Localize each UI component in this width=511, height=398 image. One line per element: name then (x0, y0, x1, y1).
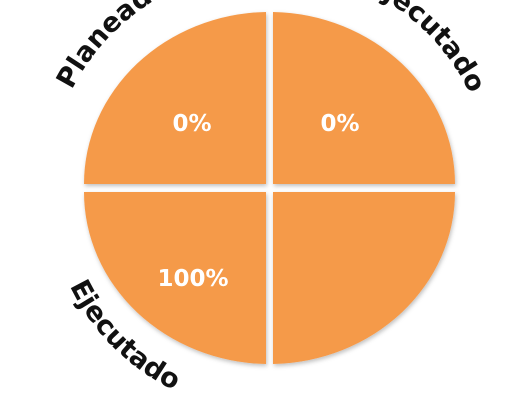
quadrant-top-left-label: 0% (172, 111, 211, 137)
quadrant-top-left (84, 12, 266, 184)
quadrant-top-right-label: 0% (320, 111, 359, 137)
quadrant-bottom-left (83, 192, 266, 364)
quadrant-top-right (273, 12, 456, 184)
quadrant-bottom-left-label: 100% (157, 266, 228, 292)
quadrant-bottom-right (273, 192, 456, 364)
